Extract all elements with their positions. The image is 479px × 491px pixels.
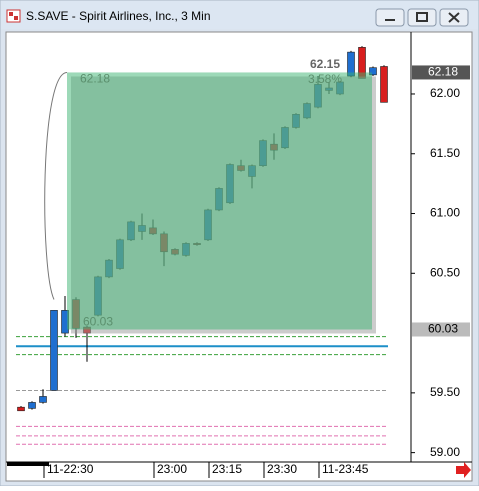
candle-body [39, 396, 47, 403]
candle-body [17, 406, 25, 412]
scroll-thumb[interactable] [7, 462, 49, 466]
price-marker-label: 62.18 [428, 65, 458, 79]
y-tick-label: 61.50 [430, 146, 460, 160]
highlight-high-label: 62.18 [80, 72, 110, 86]
candle-body [50, 310, 58, 391]
price-marker-box [412, 65, 470, 80]
x-tick-label: 23:15 [212, 462, 242, 476]
y-tick-label: 59.50 [430, 385, 460, 399]
x-tick-label: 23:30 [267, 462, 297, 476]
highlight-box [67, 72, 372, 330]
highlight-low-label: 60.03 [83, 315, 113, 329]
highlight-bracket [44, 71, 68, 300]
x-tick-label: 23:00 [157, 462, 187, 476]
y-tick-label: 61.00 [430, 206, 460, 220]
price-marker-label: 60.03 [428, 322, 458, 336]
x-tick-label: 11-22:30 [47, 462, 94, 476]
x-tick-label: 11-23:45 [322, 462, 369, 476]
minimize-button[interactable] [375, 8, 405, 27]
maximize-button[interactable] [407, 8, 437, 27]
price-marker-box [412, 322, 470, 337]
candle-body [28, 402, 36, 409]
y-tick-label: 60.50 [430, 265, 460, 279]
close-button[interactable] [439, 8, 469, 27]
candle-body [380, 66, 388, 103]
candle-body [369, 67, 377, 76]
highlight-last-label: 62.15 [310, 57, 340, 71]
highlight-change-label: 3.58% [308, 72, 342, 86]
scroll-arrow[interactable] [456, 462, 471, 478]
app-icon [6, 9, 21, 23]
window-title: S.SAVE - Spirit Airlines, Inc., 3 Min [26, 9, 211, 23]
y-tick-label: 62.00 [430, 86, 460, 100]
y-tick-label: 59.00 [430, 445, 460, 459]
